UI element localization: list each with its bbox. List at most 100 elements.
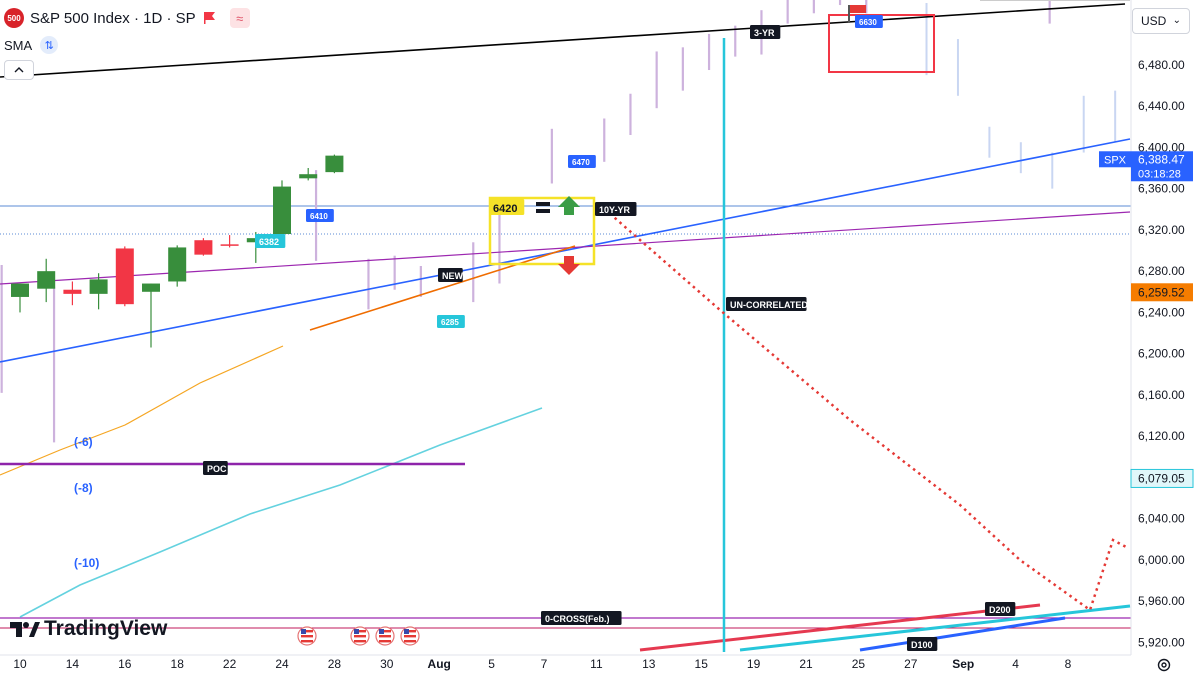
- label-new-bg: [438, 268, 463, 282]
- label-6382-text: 6382: [259, 237, 279, 247]
- label-d200-bg: [985, 602, 1016, 616]
- label-new-text: NEW: [442, 271, 464, 281]
- label-zero-cross-bg: [541, 611, 622, 625]
- candle-down: [220, 244, 239, 246]
- indicator-settings-icon[interactable]: ⇅: [40, 36, 59, 54]
- tradingview-logo-icon: [10, 622, 40, 637]
- collapse-legend-button[interactable]: [4, 60, 34, 80]
- spx-countdown-label: 03:18:28: [1138, 168, 1181, 180]
- date-tick-label: 4: [1012, 657, 1019, 671]
- candle-up: [142, 283, 160, 292]
- label-10y-yr-bg: [595, 202, 637, 216]
- label-6285-bg: [437, 315, 465, 328]
- label-6285-text: 6285: [441, 318, 459, 327]
- label-10y-yr: 10Y-YR: [595, 202, 637, 216]
- event-stripe: [404, 630, 416, 633]
- price-tick-label: 6,360.00: [1138, 182, 1185, 196]
- cyan-level-bg: [1130, 468, 1194, 488]
- label-6470-text: 6470: [572, 158, 590, 167]
- label-3yr: 3-YR: [750, 25, 781, 39]
- candle-down: [194, 240, 213, 255]
- event-stripe: [404, 635, 416, 638]
- indicator-label[interactable]: SMA: [4, 37, 33, 53]
- price-axis-bg: [1131, 0, 1199, 681]
- cyan-level-tag: 6,079.05: [1130, 468, 1194, 488]
- symbol-title[interactable]: S&P 500 Index · 1D · SP: [30, 9, 196, 27]
- event-stripe: [301, 640, 313, 643]
- label-6630: 6630: [855, 15, 883, 28]
- label-uncorrelated-bg: [726, 297, 807, 311]
- currency-selector[interactable]: USD ⌄: [1132, 8, 1190, 34]
- date-tick-label: 16: [118, 657, 132, 671]
- label-6410-bg: [306, 209, 334, 222]
- label-3yr-bg: [750, 25, 781, 39]
- spx-symbol-label: SPX: [1104, 154, 1127, 166]
- label-uncorrelated: UN-CORRELATED: [726, 297, 808, 311]
- candle-down: [63, 289, 82, 294]
- candle-up: [168, 247, 187, 282]
- equals-icon-bottom: [536, 209, 550, 213]
- label-6420-text: 6420: [493, 203, 517, 215]
- candle-up: [273, 186, 291, 235]
- date-tick-label: 8: [1065, 657, 1072, 671]
- candle-up: [89, 279, 108, 294]
- event-canton: [379, 629, 384, 634]
- us-flag-event-icon: [400, 626, 420, 646]
- label-uncorrelated-text: UN-CORRELATED: [730, 300, 808, 310]
- price-tick-label: 6,200.00: [1138, 347, 1185, 361]
- label-6630-bg: [855, 15, 883, 28]
- orange-trendline: [309, 245, 576, 331]
- event-stripe: [354, 640, 366, 643]
- cyan-projection-line: [19, 407, 543, 618]
- chart-header: 500 S&P 500 Index · 1D · SP ≈: [4, 8, 250, 28]
- red-dotted-projection: [599, 204, 1129, 613]
- red-target-box: [828, 14, 935, 73]
- candle-up: [325, 155, 344, 173]
- event-stripe: [379, 635, 391, 638]
- event-canton: [354, 629, 359, 634]
- date-tick-label: 25: [852, 657, 866, 671]
- label-d200-text: D200: [989, 605, 1011, 615]
- price-tick-label: 6,400.00: [1138, 140, 1185, 154]
- indicator-legend: SMA ⇅: [4, 36, 59, 54]
- event-stripe: [301, 635, 313, 638]
- price-tick-label: 6,280.00: [1138, 264, 1185, 278]
- date-tick-label: 28: [328, 657, 342, 671]
- flag-icon[interactable]: [202, 10, 218, 26]
- label-6630-text: 6630: [859, 18, 877, 27]
- date-tick-label: 30: [380, 657, 394, 671]
- currency-label: USD: [1141, 14, 1167, 28]
- symbol-logo: 500: [4, 8, 24, 28]
- spx-last-price-tag: SPX 6,388.47 03:18:28: [1099, 151, 1193, 182]
- date-tick-label: 13: [642, 657, 656, 671]
- date-tick-label: 14: [66, 657, 80, 671]
- compare-icon[interactable]: ≈: [229, 8, 250, 28]
- label-10y-yr-text: 10Y-YR: [599, 205, 631, 215]
- chevron-up-icon: [14, 67, 24, 73]
- tradingview-logo: TradingView: [10, 617, 167, 641]
- event-canton: [301, 629, 306, 634]
- blue-trendline: [0, 138, 1131, 363]
- label-minus-6: (-6): [74, 435, 93, 449]
- label-new: NEW: [438, 268, 464, 282]
- label-6285: 6285: [437, 315, 465, 328]
- label-poc-bg: [203, 461, 228, 475]
- date-tick-label: 11: [590, 657, 603, 671]
- date-tick-label: 15: [695, 657, 709, 671]
- event-stripe: [379, 630, 391, 633]
- label-d100-bg: [907, 637, 938, 651]
- label-d100-text: D100: [911, 640, 933, 650]
- date-tick-label: 10: [13, 657, 27, 671]
- gear-icon[interactable]: [1156, 657, 1172, 673]
- brand-name: TradingView: [44, 617, 168, 640]
- event-canton: [404, 629, 409, 634]
- date-tick-label: 5: [488, 657, 495, 671]
- up-arrow-icon: [558, 196, 580, 215]
- equals-icon-top: [536, 202, 550, 206]
- yellow-highlight-box: [488, 196, 596, 266]
- label-6420-bg: [489, 199, 525, 215]
- label-minus-8: (-8): [74, 481, 93, 495]
- price-tick-label: 6,480.00: [1138, 58, 1185, 72]
